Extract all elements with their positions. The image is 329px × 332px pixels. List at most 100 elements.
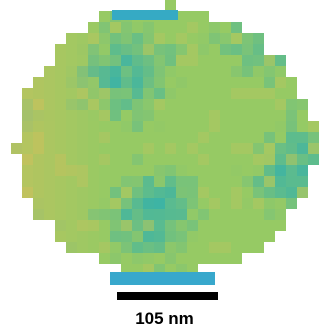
pixel [77, 33, 88, 44]
pixel [165, 209, 176, 220]
pixel [77, 121, 88, 132]
pixel [143, 242, 154, 253]
pixel [165, 220, 176, 231]
pixel [209, 99, 220, 110]
pixel [275, 220, 286, 231]
pixel [154, 220, 165, 231]
pixel [55, 176, 66, 187]
pixel [33, 198, 44, 209]
pixel [220, 88, 231, 99]
pixel [121, 220, 132, 231]
pixel [44, 110, 55, 121]
pixel [231, 143, 242, 154]
pixel [165, 66, 176, 77]
pixel [121, 264, 132, 275]
pixel [176, 176, 187, 187]
pixel [143, 121, 154, 132]
pixel [154, 198, 165, 209]
pixel [143, 110, 154, 121]
pixel [77, 165, 88, 176]
pixel [77, 198, 88, 209]
pixel [220, 220, 231, 231]
pixel [220, 198, 231, 209]
pixel [110, 154, 121, 165]
pixel [88, 99, 99, 110]
pixel [264, 220, 275, 231]
pixel [264, 55, 275, 66]
pixel [77, 154, 88, 165]
pixel [165, 33, 176, 44]
pixel [198, 88, 209, 99]
pixel [220, 33, 231, 44]
pixel [33, 165, 44, 176]
pixel [110, 176, 121, 187]
pixel [231, 132, 242, 143]
pixel [88, 44, 99, 55]
pixel [253, 77, 264, 88]
pixel [253, 176, 264, 187]
pixel [231, 209, 242, 220]
pixel [88, 33, 99, 44]
pixel [297, 154, 308, 165]
pixel [110, 66, 121, 77]
pixel [121, 55, 132, 66]
pixel [275, 121, 286, 132]
pixel [66, 55, 77, 66]
pixel [99, 44, 110, 55]
pixel [165, 88, 176, 99]
pixel [220, 253, 231, 264]
pixel [297, 99, 308, 110]
pixel [187, 187, 198, 198]
pixel [176, 187, 187, 198]
pixel [275, 132, 286, 143]
pixel [231, 55, 242, 66]
pixel [110, 88, 121, 99]
pixel [33, 209, 44, 220]
pixel [99, 132, 110, 143]
pixel [176, 154, 187, 165]
pixel [165, 198, 176, 209]
pixel [286, 176, 297, 187]
pixel [176, 231, 187, 242]
pixel [220, 22, 231, 33]
pixel [121, 110, 132, 121]
pixel [286, 198, 297, 209]
pixel [55, 165, 66, 176]
pixel [55, 88, 66, 99]
pixel [209, 110, 220, 121]
pixel [242, 66, 253, 77]
pixel [88, 242, 99, 253]
pixel [112, 10, 178, 20]
pixel [99, 121, 110, 132]
pixel [242, 99, 253, 110]
pixel [253, 165, 264, 176]
pixel [132, 242, 143, 253]
pixel [88, 77, 99, 88]
pixel [220, 110, 231, 121]
pixel [154, 242, 165, 253]
pixel [264, 132, 275, 143]
pixel [187, 11, 198, 22]
pixel [77, 143, 88, 154]
pixel [198, 22, 209, 33]
pixel [77, 88, 88, 99]
pixel [55, 66, 66, 77]
pixel [231, 110, 242, 121]
pixel [275, 143, 286, 154]
pixel [220, 44, 231, 55]
pixel [55, 187, 66, 198]
pixel [231, 198, 242, 209]
pixel [44, 77, 55, 88]
pixel [99, 88, 110, 99]
pixel [44, 99, 55, 110]
pixel [143, 132, 154, 143]
pixel [121, 253, 132, 264]
pixel [242, 187, 253, 198]
pixel [187, 176, 198, 187]
pixel [55, 99, 66, 110]
pixel [187, 110, 198, 121]
pixel [143, 22, 154, 33]
pixel [165, 121, 176, 132]
pixel [176, 88, 187, 99]
pixel [121, 66, 132, 77]
